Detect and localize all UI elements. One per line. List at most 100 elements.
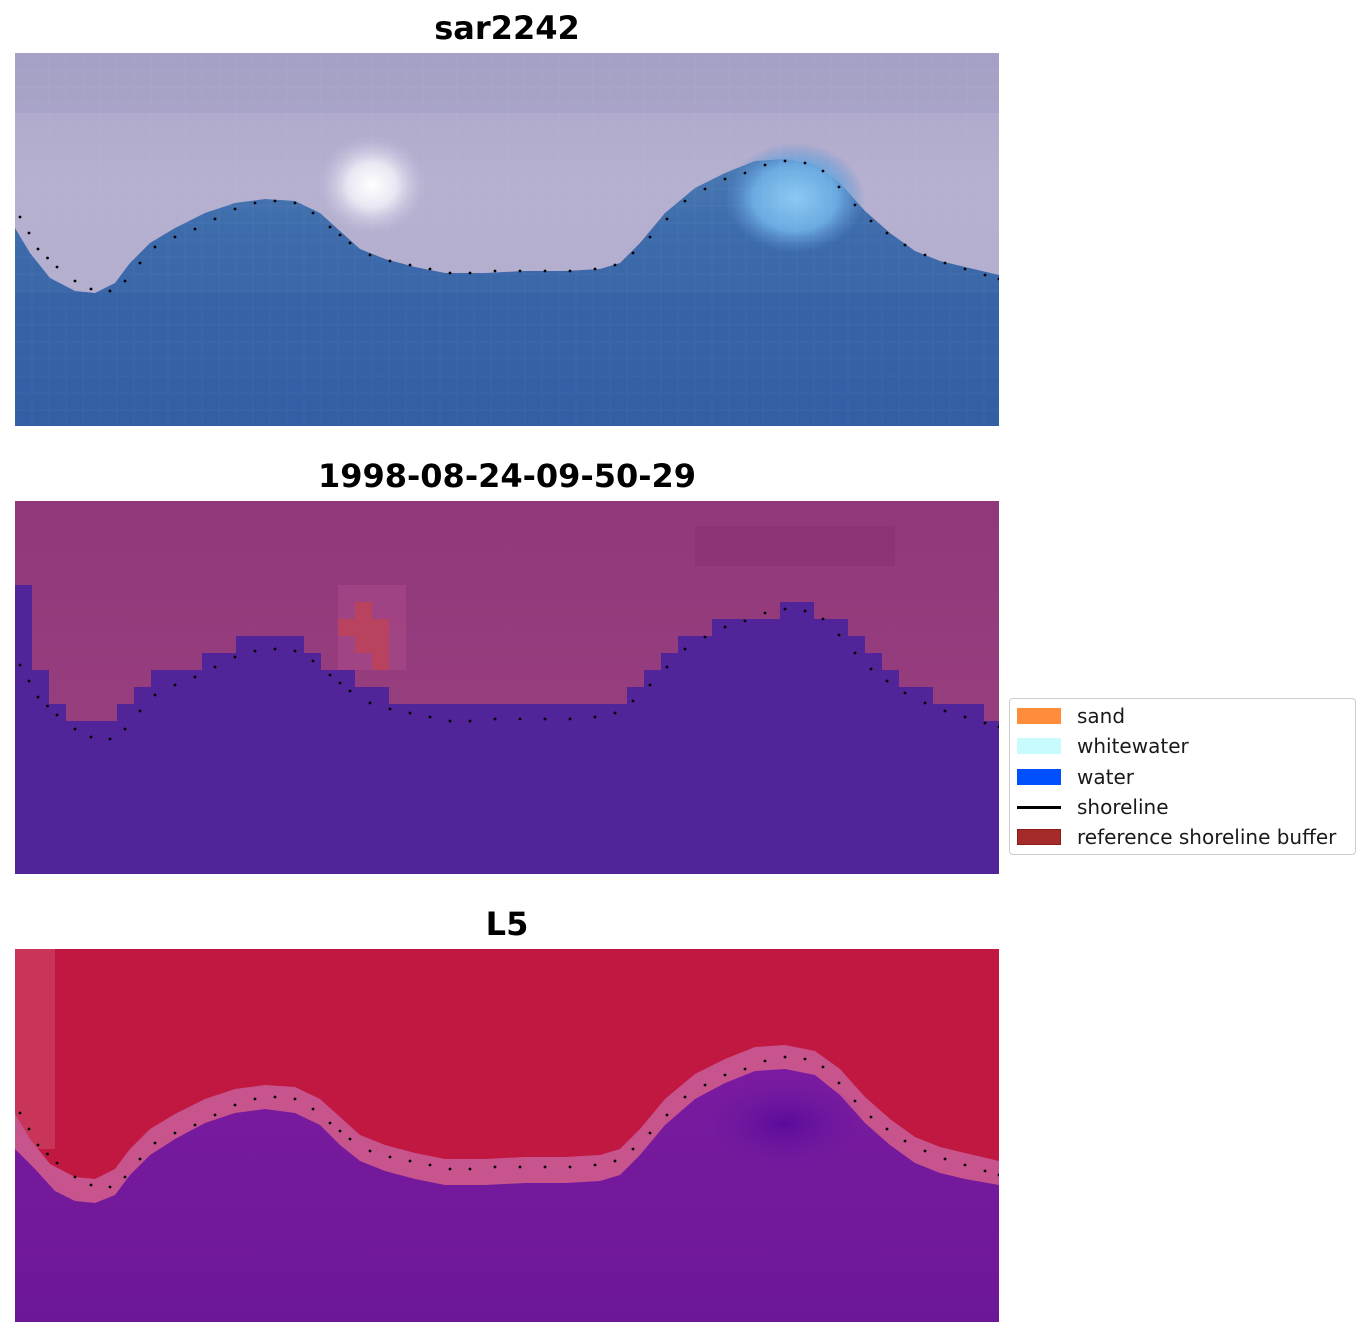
legend-item-whitewater: whitewater [1017,734,1352,758]
shoreline-dot [543,717,547,721]
shoreline-dot [853,651,857,655]
shoreline-dot [743,171,747,175]
shoreline-dot [73,279,77,283]
shoreline-dot [55,1161,59,1165]
shoreline-dot [428,715,432,719]
shoreline-dot [613,1159,617,1163]
shoreline-dot [803,161,807,165]
shoreline-dot [568,717,572,721]
shoreline-dot [338,233,342,237]
shoreline-dot [543,1165,547,1169]
shoreline-dot [338,681,342,685]
shoreline-dot [648,235,652,239]
reference-buffer-cross [338,602,389,670]
shoreline-dot [153,245,157,249]
shoreline-dot [293,201,297,205]
shoreline-dot [743,619,747,623]
legend-item-water: water [1017,765,1352,789]
shoreline-dot [55,713,59,717]
shoreline-dot [468,1167,472,1171]
shoreline-dot [763,163,767,167]
shoreline-dot [273,647,277,651]
buffer-halo [338,585,406,670]
shoreline-dot [468,719,472,723]
shoreline-dot [869,667,873,671]
shoreline-dot [273,1095,277,1099]
shoreline-dot [253,1097,257,1101]
shoreline-dot [173,235,177,239]
shoreline-dot [903,243,907,247]
shoreline-dot [89,735,93,739]
shoreline-dot [233,655,237,659]
shoreline-dot [408,711,412,715]
panel-title-classification: 1998-08-24-09-50-29 [317,457,697,495]
shoreline-dot [923,701,927,705]
shoreline-dot [193,675,197,679]
shoreline-dot [36,695,40,699]
shoreline-dot [853,203,857,207]
shoreline-dot [108,289,112,293]
legend-item-reference-shoreline-buffer: reference shoreline buffer [1017,825,1352,849]
shoreline-dot [997,1173,999,1177]
rgb-satellite-image [15,53,999,426]
shoreline-dot [27,231,31,235]
shoreline-dot [997,725,999,729]
shoreline-dot [923,253,927,257]
shoreline-dot [783,607,787,611]
legend-label: water [1077,765,1134,789]
shoreline-dot [89,1183,93,1187]
shoreline-dot [983,721,987,725]
shoreline-dot [703,1083,707,1087]
shoreline-dot [885,231,889,235]
shoreline-dot [213,1113,217,1117]
legend-color-swatch [1017,829,1061,845]
shoreline-dot [368,1149,372,1153]
shoreline-dot [963,267,967,271]
panel-title-rgb: sar2242 [434,9,580,47]
shoreline-dot [568,269,572,273]
shoreline-dot [253,201,257,205]
deep-water-core [705,1079,865,1169]
shoreline-dot [328,673,332,677]
shoreline-dot [803,1057,807,1061]
shoreline-dot [348,1137,352,1141]
shoreline-dot [193,1123,197,1127]
shoreline-dot [108,737,112,741]
shoreline-dot [763,1059,767,1063]
shoreline-dot [493,717,497,721]
shoreline-dot [963,1163,967,1167]
shoreline-dot [923,1149,927,1153]
shoreline-dot [683,647,687,651]
shoreline-dot [18,663,22,667]
legend-color-swatch [1017,708,1061,724]
shoreline-dot [803,609,807,613]
shoreline-dot [328,1121,332,1125]
shoreline-dot [233,207,237,211]
legend-item-sand: sand [1017,704,1352,728]
shoreline-dot [55,265,59,269]
shoreline-dot [869,219,873,223]
shoreline-dot [518,1165,522,1169]
shoreline-dot [348,689,352,693]
shoreline-dot [493,269,497,273]
shoreline-dot [613,263,617,267]
probability-image [15,949,999,1322]
shoreline-dot [388,1155,392,1159]
shoreline-dot [448,271,452,275]
shoreline-dot [631,1147,635,1151]
shoreline-dot [89,287,93,291]
shoreline-dot [648,1131,652,1135]
shoreline-dot [613,711,617,715]
shoreline-dot [869,1115,873,1119]
shoreline-dot [368,701,372,705]
shoreline-dot [46,1152,49,1156]
shoreline-dot [723,625,727,629]
legend-label: reference shoreline buffer [1077,825,1337,849]
shoreline-dot [703,187,707,191]
shoreline-dot [108,1185,112,1189]
shoreline-dot [448,719,452,723]
shoreline-dot [593,267,597,271]
shoreline-dot [46,256,49,260]
shoreline-dot [837,1081,841,1085]
shoreline-dot [983,273,987,277]
